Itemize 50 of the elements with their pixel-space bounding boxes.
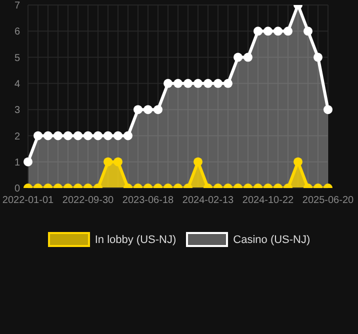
point xyxy=(264,26,272,36)
y-tick-label: 0 xyxy=(14,184,20,195)
point xyxy=(244,52,252,62)
x-tick-label: 2023-06-18 xyxy=(122,195,174,206)
point xyxy=(84,131,92,140)
x-tick-label: 2022-01-01 xyxy=(2,195,54,206)
y-tick-label: 4 xyxy=(14,78,20,90)
point xyxy=(284,26,292,36)
point xyxy=(224,78,232,88)
legend-label: Casino (US-NJ) xyxy=(233,234,310,246)
point xyxy=(104,157,112,166)
point xyxy=(24,157,32,166)
x-tick-label: 2022-09-30 xyxy=(62,195,114,206)
point xyxy=(54,131,62,140)
point xyxy=(94,131,102,140)
x-tick-label: 2025-06-20 xyxy=(302,195,354,206)
point xyxy=(64,131,72,140)
point xyxy=(164,78,172,88)
point xyxy=(184,78,192,88)
point xyxy=(294,157,302,166)
x-tick-label: 2024-02-13 xyxy=(182,195,234,206)
point xyxy=(204,78,212,88)
point xyxy=(314,52,322,62)
point xyxy=(74,131,82,140)
y-tick-label: 7 xyxy=(14,0,20,12)
point xyxy=(154,105,162,114)
x-tick-label: 2024-10-22 xyxy=(242,195,294,206)
point xyxy=(124,131,132,140)
point xyxy=(234,52,242,62)
point xyxy=(134,105,142,114)
y-tick-label: 6 xyxy=(14,26,20,38)
y-tick-label: 2 xyxy=(14,131,20,142)
legend-label: In lobby (US-NJ) xyxy=(94,234,176,246)
point xyxy=(174,78,182,88)
y-tick-label: 1 xyxy=(14,157,20,168)
point xyxy=(104,131,112,140)
point xyxy=(304,26,312,36)
point xyxy=(114,157,122,166)
point xyxy=(324,105,332,114)
point xyxy=(214,78,222,88)
point xyxy=(254,26,262,36)
point xyxy=(114,131,122,140)
point xyxy=(194,157,202,166)
point xyxy=(274,26,282,36)
point xyxy=(44,131,52,140)
point xyxy=(34,131,42,140)
point xyxy=(144,105,152,114)
y-tick-label: 3 xyxy=(14,105,20,116)
point xyxy=(194,78,202,88)
y-tick-label: 5 xyxy=(14,52,20,64)
